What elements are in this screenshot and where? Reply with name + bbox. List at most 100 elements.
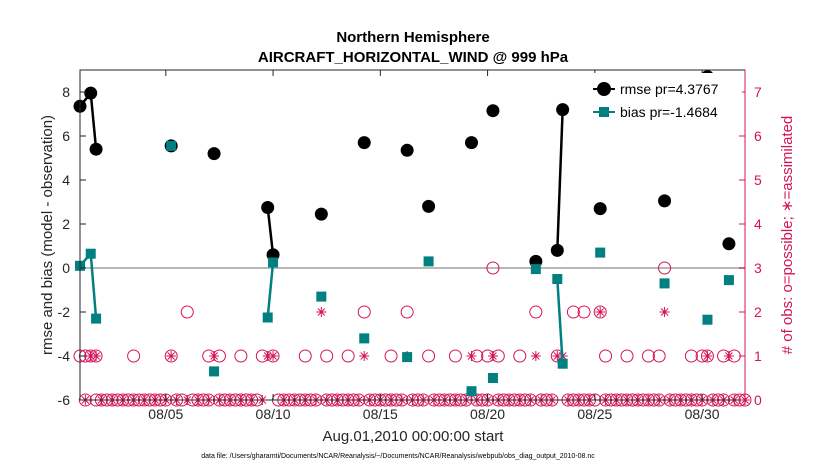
obs-possible-marker xyxy=(684,349,698,363)
rmse-point xyxy=(84,86,98,100)
y-tick-label: -4 xyxy=(58,348,71,364)
y-tick-label: -2 xyxy=(58,304,71,320)
x-tick-label: 08/30 xyxy=(685,406,720,422)
obs-assimilated-marker xyxy=(530,351,541,361)
bias-point xyxy=(423,256,434,267)
legend-rmse-label: rmse pr=4.3767 xyxy=(620,81,719,97)
y2-tick-label: 6 xyxy=(754,128,762,144)
obs-possible-marker xyxy=(599,349,613,363)
legend-bias-marker xyxy=(599,107,609,117)
rmse-point xyxy=(89,142,103,156)
obs-assimilated-marker xyxy=(723,351,734,361)
rmse-segment xyxy=(266,207,275,255)
legend-bias-label: bias pr=-1.4684 xyxy=(620,104,718,120)
y-tick-label: 0 xyxy=(62,260,70,276)
chart-title: Northern Hemisphere xyxy=(336,29,489,46)
x-tick-label: 08/25 xyxy=(577,406,612,422)
obs-assimilated-marker xyxy=(262,351,273,361)
obs-possible-marker xyxy=(577,305,591,319)
obs-assimilated-marker xyxy=(91,351,102,361)
obs-possible-marker xyxy=(566,305,580,319)
obs-possible-marker xyxy=(384,349,398,363)
bias-point xyxy=(595,247,606,258)
rmse-segment xyxy=(89,92,98,150)
bias-point xyxy=(723,275,734,286)
x-tick-label: 08/05 xyxy=(148,406,183,422)
bias-point xyxy=(402,352,413,363)
obs-assimilated-marker xyxy=(466,351,477,361)
bias-segment xyxy=(266,262,275,318)
obs-possible-marker xyxy=(652,349,666,363)
obs-possible-marker xyxy=(620,349,634,363)
y2-tick-label: 5 xyxy=(754,172,762,188)
y-tick-label: 4 xyxy=(62,172,70,188)
y-tick-label: 6 xyxy=(62,128,70,144)
x-tick-label: 08/15 xyxy=(363,406,398,422)
obs-assimilated-marker xyxy=(85,351,96,361)
bias-point xyxy=(85,248,96,259)
obs-possible-marker xyxy=(341,349,355,363)
bias-point xyxy=(659,278,670,289)
rmse-point xyxy=(593,202,607,216)
rmse-segment xyxy=(556,109,564,251)
y-tick-label: 8 xyxy=(62,84,70,100)
chart-subtitle: AIRCRAFT_HORIZONTAL_WIND @ 999 hPa xyxy=(258,49,569,66)
bias-point xyxy=(268,257,279,268)
bias-point xyxy=(557,358,568,369)
obs-possible-marker xyxy=(486,261,500,275)
obs-assimilated-marker xyxy=(316,307,327,317)
obs-possible-marker xyxy=(700,349,714,363)
rmse-point xyxy=(261,201,275,214)
bias-point xyxy=(530,264,541,275)
y2-tick-label: 4 xyxy=(754,216,762,232)
rmse-point xyxy=(722,237,736,251)
obs-assimilated-marker xyxy=(552,351,563,361)
y2-axis-label: # of obs: o=possible; ∗=assimilated xyxy=(779,116,796,355)
rmse-point xyxy=(400,143,414,157)
obs-assimilated-marker xyxy=(487,351,498,361)
rmse-point xyxy=(314,207,328,221)
bias-point xyxy=(262,312,273,323)
obs-possible-marker xyxy=(448,349,462,363)
obs-assimilated-marker xyxy=(268,351,279,361)
x-tick-label: 08/10 xyxy=(256,406,291,422)
obs-possible-marker xyxy=(127,349,141,363)
rmse-point xyxy=(550,243,564,257)
bias-point xyxy=(91,313,102,324)
bias-point xyxy=(166,140,177,151)
obs-possible-marker xyxy=(180,305,194,319)
y-axis-label: rmse and bias (model - observation) xyxy=(39,115,56,355)
obs-assimilated-marker xyxy=(209,351,220,361)
obs-possible-marker xyxy=(400,305,414,319)
obs-possible-marker xyxy=(593,305,607,319)
obs-assimilated-marker xyxy=(702,351,713,361)
rmse-point xyxy=(556,103,570,117)
rmse-point xyxy=(486,104,500,118)
y2-tick-label: 3 xyxy=(754,260,762,276)
bias-point xyxy=(209,366,220,377)
obs-possible-marker xyxy=(641,349,655,363)
y2-tick-label: 7 xyxy=(754,84,762,100)
obs-assimilated-marker xyxy=(166,351,177,361)
obs-possible-marker xyxy=(357,305,371,319)
x-axis-ticks: 08/05 08/10 08/15 08/20 08/25 08/30 xyxy=(148,70,720,422)
rmse-point xyxy=(422,199,436,213)
bias-point xyxy=(487,373,498,383)
y2-tick-label: 2 xyxy=(754,304,762,320)
obs-possible-marker xyxy=(164,349,178,363)
rmse-point xyxy=(357,136,371,150)
y2-tick-label: 0 xyxy=(754,392,762,408)
obs-assimilated-marker xyxy=(659,307,670,317)
rmse-point xyxy=(658,194,672,208)
legend: rmse pr=4.3767 bias pr=-1.4684 xyxy=(588,73,742,125)
legend-box xyxy=(588,73,742,125)
bias-segment xyxy=(556,278,564,364)
obs-possible-marker xyxy=(320,349,334,363)
y-tick-label: 2 xyxy=(62,216,70,232)
bias-point xyxy=(552,274,563,284)
y-tick-label: -6 xyxy=(58,392,71,408)
bias-point xyxy=(359,333,370,344)
x-axis-label: Aug.01,2010 00:00:00 start xyxy=(323,428,505,445)
x-tick-label: 08/20 xyxy=(470,406,505,422)
